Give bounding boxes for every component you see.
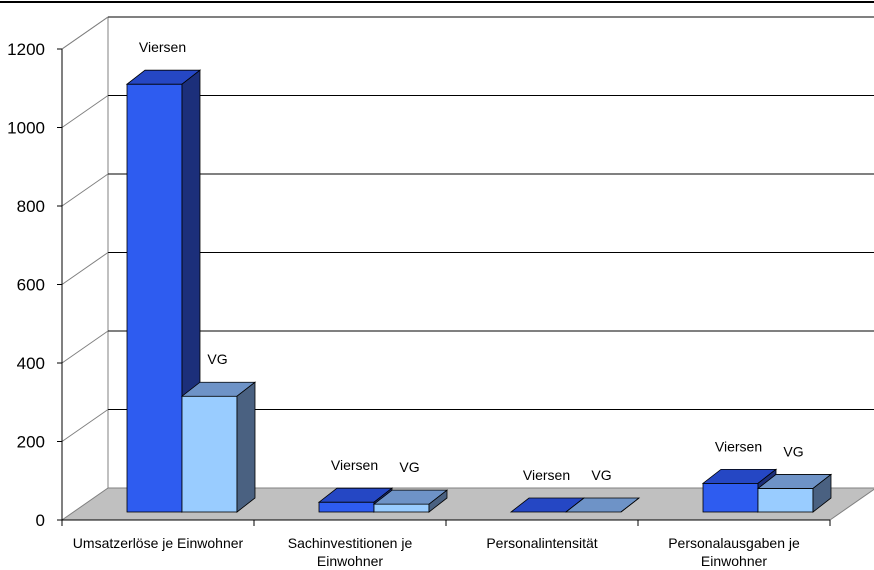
- category-labels: Umsatzerlöse je Einwohner Sachinvestition…: [73, 535, 800, 569]
- gridline-side: [61, 95, 109, 128]
- y-tick-label: 0: [36, 511, 45, 530]
- data-labels: Viersen VG Viersen VG Viersen VG Viersen VG: [139, 39, 804, 483]
- bar-side: [236, 381, 256, 513]
- y-tick-label: 1200: [7, 40, 45, 59]
- bar-side: [620, 497, 640, 513]
- bar-front: [702, 482, 759, 513]
- gridline-side: [61, 409, 109, 442]
- gridline-side: [61, 330, 109, 364]
- data-label: VG: [399, 459, 419, 475]
- data-label: Viersen: [715, 438, 762, 454]
- bar-side: [812, 473, 832, 513]
- category-label: Sachinvestitionen je: [288, 535, 413, 551]
- y-tick-label: 200: [17, 433, 45, 452]
- y-tick-label: 1000: [7, 119, 45, 138]
- category-label: Personalausgaben je: [668, 535, 800, 551]
- bar-front: [757, 488, 814, 513]
- chart-walls: [61, 16, 109, 488]
- data-label: VG: [783, 443, 803, 459]
- y-axis-ticks: 0 200 400 600 800 1000 1200: [7, 40, 62, 530]
- data-label: VG: [207, 351, 227, 367]
- y-tick-label: 600: [17, 276, 45, 295]
- y-tick-label: 400: [17, 354, 45, 373]
- bar-front: [126, 83, 183, 513]
- gridline-side: [61, 16, 109, 50]
- data-label: Viersen: [331, 457, 378, 473]
- bar-front: [373, 503, 430, 513]
- data-label: Viersen: [523, 467, 570, 483]
- bar-side: [428, 489, 448, 513]
- category-label: Personalintensität: [486, 535, 597, 551]
- data-label: VG: [591, 467, 611, 483]
- bars: [125, 69, 833, 513]
- category-label: Umsatzerlöse je Einwohner: [73, 535, 244, 551]
- category-label: Einwohner: [701, 553, 767, 569]
- data-label: Viersen: [139, 39, 186, 55]
- bar-front: [318, 501, 375, 513]
- gridline-side: [61, 173, 109, 207]
- y-tick-label: 800: [17, 197, 45, 216]
- bar-front: [181, 395, 238, 513]
- category-label: Einwohner: [317, 553, 383, 569]
- gridline-side: [61, 252, 109, 285]
